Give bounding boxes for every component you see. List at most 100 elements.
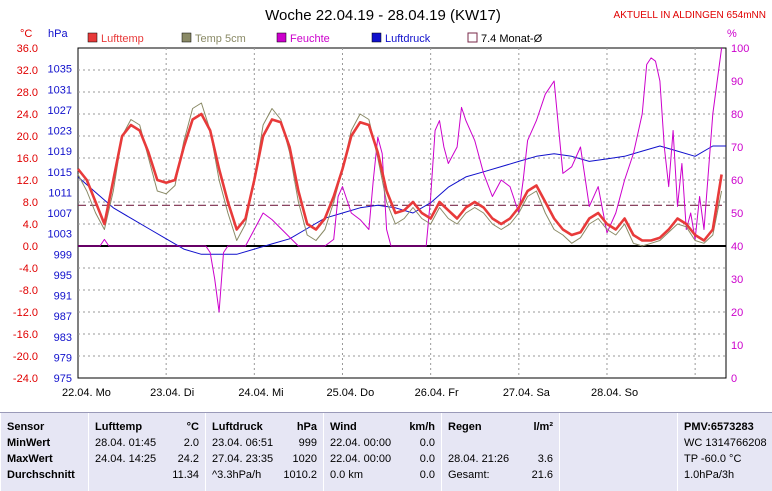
pressure-min-value: 999	[298, 437, 317, 449]
temp-column: Lufttemp °C 28.04. 01:45 2.0 24.04. 14:2…	[88, 413, 205, 491]
pressure-tick-label: 995	[54, 270, 72, 282]
pressure-max-value: 1020	[292, 453, 317, 465]
x-tick-label: 23.04. Di	[150, 387, 194, 399]
wind-max-time: 22.04. 00:00	[330, 453, 392, 465]
legend-label: Feuchte	[290, 33, 330, 45]
humidity-tick-label: 40	[731, 241, 743, 253]
humidity-tick-label: 80	[731, 109, 743, 121]
legend: Lufttemp Temp 5cm Feuchte Luftdruck 7.4 Mona…	[87, 32, 543, 45]
series-line-temp-5cm	[77, 102, 723, 247]
temp-tick-label: 12.0	[17, 175, 38, 187]
pressure-tick-label: 1003	[48, 229, 72, 241]
legend-swatch	[371, 32, 382, 43]
temp-tick-label: 0.0	[23, 241, 38, 253]
temp-tick-label: 28.0	[17, 87, 38, 99]
extra-row-3: 1.0hPa/3h	[684, 469, 735, 481]
legend-label: Lufttemp	[101, 33, 144, 45]
temp-tick-label: 4.0	[23, 219, 38, 231]
wind-column: Wind km/h 22.04. 00:00 0.0 22.04. 00:00 …	[323, 413, 441, 491]
legend-swatch	[467, 32, 478, 43]
pressure-tick-label: 999	[54, 249, 72, 261]
temp-min-time: 28.04. 01:45	[95, 437, 157, 449]
wind-distance: 0.0 km	[330, 469, 364, 481]
row-label-min: MinWert	[7, 437, 51, 449]
temp-tick-label: 20.0	[17, 131, 38, 143]
pressure-avg-value: 1010.2	[283, 469, 317, 481]
temp-tick-label: 32.0	[17, 65, 38, 77]
pressure-tick-label: 1019	[48, 146, 72, 158]
temp-header: Lufttemp	[95, 421, 143, 433]
pressure-tick-label: 1007	[48, 208, 72, 220]
series-layer	[76, 47, 726, 313]
legend-label: Temp 5cm	[195, 33, 246, 45]
temp-tick-label: 36.0	[17, 43, 38, 55]
x-tick-label: 26.04. Fr	[415, 387, 459, 399]
pressure-column: Luftdruck hPa 23.04. 06:51 999 27.04. 23…	[205, 413, 323, 491]
temp-min-value: 2.0	[183, 437, 199, 449]
pressure-tick-label: 983	[54, 332, 72, 344]
wind-min-time: 22.04. 00:00	[330, 437, 392, 449]
x-tick-label: 27.04. Sa	[503, 387, 551, 399]
pressure-tick-label: 1023	[48, 126, 72, 138]
x-tick-label: 28.04. So	[591, 387, 638, 399]
humidity-tick-label: 100	[731, 43, 749, 55]
extra-column: PMV:6573283 WC 1314766208 TP -60.0 °C 1.…	[677, 413, 772, 491]
rain-header: Regen	[448, 421, 482, 433]
temp-unit: °C	[186, 421, 199, 433]
sensor-header: Sensor	[7, 421, 45, 433]
series-line-lufttemp	[76, 112, 723, 242]
humidity-tick-label: 90	[731, 76, 743, 88]
wind-max-value: 0.0	[419, 453, 435, 465]
pressure-min-time: 23.04. 06:51	[212, 437, 274, 449]
statistics-panel: Sensor MinWert MaxWert Durchschnitt Luft…	[0, 412, 772, 491]
humidity-tick-label: 50	[731, 208, 743, 220]
spacer-column	[559, 413, 677, 491]
temp-tick-label: -16.0	[13, 329, 38, 341]
pressure-tick-label: 979	[54, 352, 72, 364]
hum-unit-label: %	[727, 28, 737, 40]
temp-tick-label: -24.0	[13, 373, 38, 385]
series-line-feuchte	[78, 47, 723, 313]
humidity-tick-label: 60	[731, 175, 743, 187]
humidity-tick-label: 70	[731, 142, 743, 154]
wind-min-value: 0.0	[419, 437, 435, 449]
pressure-tick-label: 1015	[48, 167, 72, 179]
humidity-tick-label: 10	[731, 340, 743, 352]
humidity-tick-label: 0	[731, 373, 737, 385]
temp-tick-label: -4.0	[19, 263, 38, 275]
pressure-unit: hPa	[296, 421, 317, 433]
legend-swatch	[181, 32, 192, 43]
legend-swatch	[276, 32, 287, 43]
pressure-tick-label: 1027	[48, 105, 72, 117]
rain-total-label: Gesamt:	[448, 469, 490, 481]
temp-tick-label: -12.0	[13, 307, 38, 319]
pressure-tick-label: 1011	[48, 187, 72, 199]
wind-header: Wind	[330, 421, 357, 433]
axes: 36.0 32.0 28.0 24.0 20.0 16.0 12.0 8.0 4.0 0.0 -4.…	[13, 43, 749, 399]
humidity-tick-label: 30	[731, 274, 743, 286]
pressure-tick-label: 975	[54, 373, 72, 385]
plot-area	[77, 47, 727, 379]
temp-max-time: 24.04. 14:25	[95, 453, 157, 465]
rain-total-value: 21.6	[531, 469, 553, 481]
weather-chart: Woche 22.04.19 - 28.04.19 (KW17) AKTUELL…	[13, 7, 766, 399]
temp-tick-label: 16.0	[17, 153, 38, 165]
pressure-tick-label: 991	[54, 291, 72, 303]
rain-unit: l/m²	[533, 421, 553, 433]
temp-tick-label: 24.0	[17, 109, 38, 121]
location-label: AKTUELL IN ALDINGEN 654mNN	[614, 10, 766, 21]
extra-row-2: TP -60.0 °C	[684, 453, 742, 465]
rain-max-time: 28.04. 21:26	[448, 453, 510, 465]
press-unit-label: hPa	[48, 28, 68, 40]
pmv-header: PMV:6573283	[684, 421, 754, 433]
pressure-tick-label: 1031	[48, 84, 72, 96]
row-label-avg: Durchschnitt	[7, 469, 75, 481]
temp-tick-label: -8.0	[19, 285, 38, 297]
x-tick-label: 22.04. Mo	[62, 387, 111, 399]
x-tick-label: 25.04. Do	[326, 387, 374, 399]
pressure-header: Luftdruck	[212, 421, 263, 433]
pressure-max-time: 27.04. 23:35	[212, 453, 274, 465]
temp-max-value: 24.2	[177, 453, 199, 465]
legend-label: 7.4 Monat-Ø	[481, 33, 543, 45]
temp-unit-label: °C	[20, 28, 32, 40]
